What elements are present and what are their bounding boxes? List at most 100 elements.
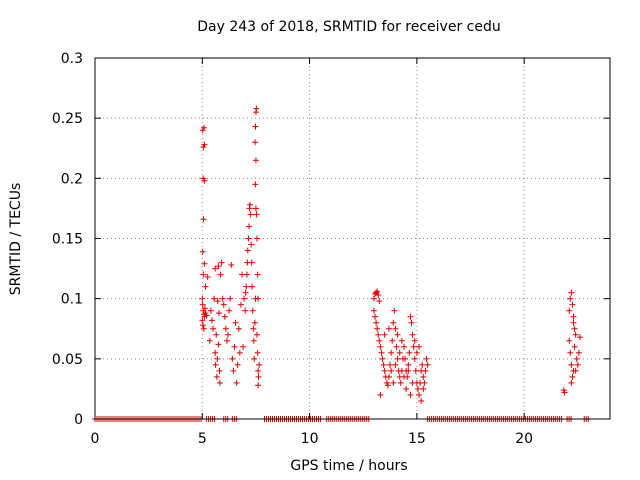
data-point <box>394 331 401 338</box>
data-point <box>201 260 208 267</box>
data-point <box>566 337 573 344</box>
data-point <box>573 355 580 362</box>
data-point <box>199 301 206 308</box>
axis-ticks: 0 0.05 0.1 0.15 0.2 0.25 0.3 0 5 10 15 20 <box>52 51 610 447</box>
data-point <box>374 288 381 295</box>
data-point <box>212 265 219 272</box>
data-point <box>229 355 236 362</box>
data-point <box>569 301 576 308</box>
data-point <box>566 307 573 314</box>
data-point <box>232 319 239 326</box>
data-point <box>255 373 262 380</box>
y-tick-label: 0.25 <box>52 111 83 127</box>
data-point <box>419 361 426 368</box>
data-point <box>376 337 383 344</box>
data-point <box>207 307 214 314</box>
data-point <box>375 331 382 338</box>
y-tick-label: 0.3 <box>61 51 83 67</box>
data-point <box>201 305 208 312</box>
y-tick-label: 0.05 <box>52 352 83 368</box>
data-point <box>372 313 379 320</box>
data-point <box>378 349 385 356</box>
data-point <box>228 261 235 268</box>
data-point <box>389 337 396 344</box>
data-point <box>243 283 250 290</box>
data-point <box>571 325 578 332</box>
data-point <box>409 379 416 386</box>
data-point <box>402 355 409 362</box>
data-point <box>418 397 425 404</box>
y-tick-label: 0.2 <box>61 171 83 187</box>
data-point <box>406 349 413 356</box>
data-point <box>226 307 233 314</box>
data-point <box>212 361 219 368</box>
data-point <box>572 367 579 374</box>
data-point <box>233 379 240 386</box>
data-point <box>405 361 412 368</box>
data-point <box>218 259 225 266</box>
data-point <box>199 322 206 329</box>
data-point <box>199 295 206 302</box>
data-point <box>384 382 391 389</box>
x-tick-label: 0 <box>91 431 100 447</box>
data-point <box>390 379 397 386</box>
data-point <box>243 271 250 278</box>
data-point <box>401 373 407 380</box>
data-point <box>388 349 395 356</box>
data-point <box>416 391 423 398</box>
data-point <box>407 313 414 320</box>
data-point <box>396 349 403 356</box>
data-point <box>249 307 256 314</box>
data-point <box>216 367 223 374</box>
data-point <box>223 337 230 344</box>
data-point <box>230 367 237 374</box>
data-point <box>568 289 575 296</box>
data-point <box>424 361 431 368</box>
data-point <box>574 361 581 368</box>
data-point <box>251 355 258 362</box>
x-tick-label: 5 <box>198 431 207 447</box>
data-point <box>200 325 207 332</box>
data-point <box>252 205 259 212</box>
x-tick-label: 10 <box>301 431 319 447</box>
data-point <box>241 295 248 302</box>
data-point <box>255 382 262 389</box>
data-point <box>376 298 383 305</box>
data-point <box>568 361 575 368</box>
data-point <box>370 307 377 314</box>
data-point <box>251 319 258 326</box>
data-point <box>385 373 392 380</box>
data-point <box>401 343 407 350</box>
data-point <box>423 355 430 362</box>
y-tick-label: 0.1 <box>61 292 83 308</box>
data-point <box>398 337 405 344</box>
data-point <box>570 319 577 326</box>
data-point <box>392 325 399 332</box>
data-point <box>201 124 208 131</box>
data-point <box>214 298 221 305</box>
data-point <box>203 312 210 319</box>
data-point <box>214 355 221 362</box>
data-point <box>200 216 207 223</box>
data-point <box>416 343 423 350</box>
data-point <box>421 379 428 386</box>
data-point <box>249 283 256 290</box>
data-point <box>216 310 223 317</box>
data-point <box>570 313 577 320</box>
data-point <box>204 274 211 281</box>
data-point <box>572 331 579 338</box>
x-axis-label: GPS time / hours <box>290 458 407 474</box>
data-point <box>248 241 255 248</box>
data-point <box>392 361 399 368</box>
data-point <box>237 301 244 308</box>
data-point <box>234 361 241 368</box>
data-point <box>387 361 394 368</box>
data-point <box>254 271 261 278</box>
data-point <box>242 289 249 296</box>
plot-frame <box>94 57 611 420</box>
data-point <box>414 385 421 392</box>
data-points <box>199 105 583 404</box>
data-point <box>252 157 259 164</box>
data-point <box>250 325 257 332</box>
data-point <box>213 373 220 380</box>
